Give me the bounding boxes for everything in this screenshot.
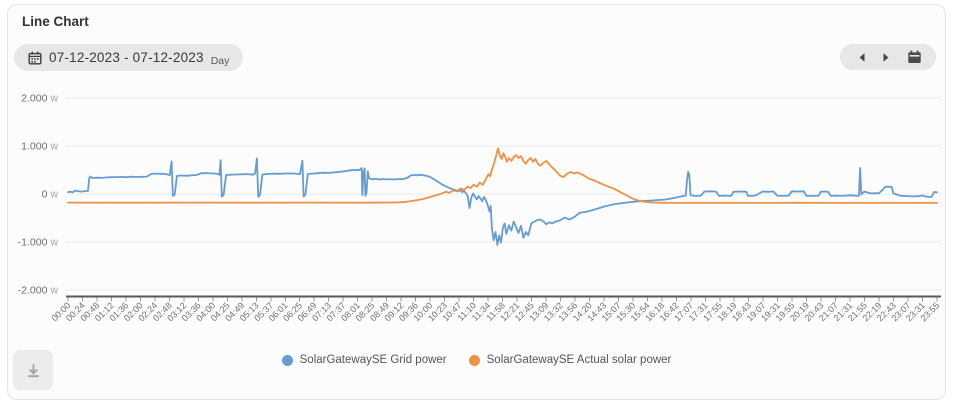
grid-power-line	[67, 157, 938, 246]
legend-label-solar-power: SolarGatewaySE Actual solar power	[486, 354, 672, 366]
legend-label-grid-power: SolarGatewaySE Grid power	[299, 354, 447, 366]
calendar-icon	[28, 51, 42, 65]
date-navigation	[840, 44, 936, 70]
legend-marker-grid-power	[281, 354, 293, 366]
legend-item-grid-power[interactable]: SolarGatewaySE Grid power	[281, 354, 447, 366]
y-axis-label: -1.000 W	[18, 237, 59, 249]
y-axis-label: -2.000 W	[18, 285, 59, 297]
legend-item-solar-power[interactable]: SolarGatewaySE Actual solar power	[468, 354, 672, 366]
y-axis-label: 2.000 W	[21, 93, 58, 105]
calendar-filled-icon	[907, 50, 922, 64]
left-arrow-icon	[857, 52, 867, 63]
chart-legend: SolarGatewaySE Grid power SolarGatewaySE…	[0, 354, 953, 366]
right-arrow-icon	[881, 52, 891, 63]
next-day-button[interactable]	[874, 45, 898, 69]
date-range-picker[interactable]: 07-12-2023 - 07-12-2023 Day	[14, 44, 244, 71]
legend-marker-solar-power	[468, 354, 480, 366]
prev-day-button[interactable]	[850, 45, 874, 69]
solar-power-line	[67, 147, 938, 204]
page-title: Line Chart	[22, 14, 89, 29]
calendar-button[interactable]	[902, 45, 926, 69]
date-mode-label: Day	[210, 54, 230, 67]
y-axis-label: 1.000 W	[21, 141, 58, 153]
date-range-label: 07-12-2023 - 07-12-2023	[49, 50, 204, 65]
download-button[interactable]	[13, 350, 53, 390]
download-icon	[24, 361, 43, 380]
